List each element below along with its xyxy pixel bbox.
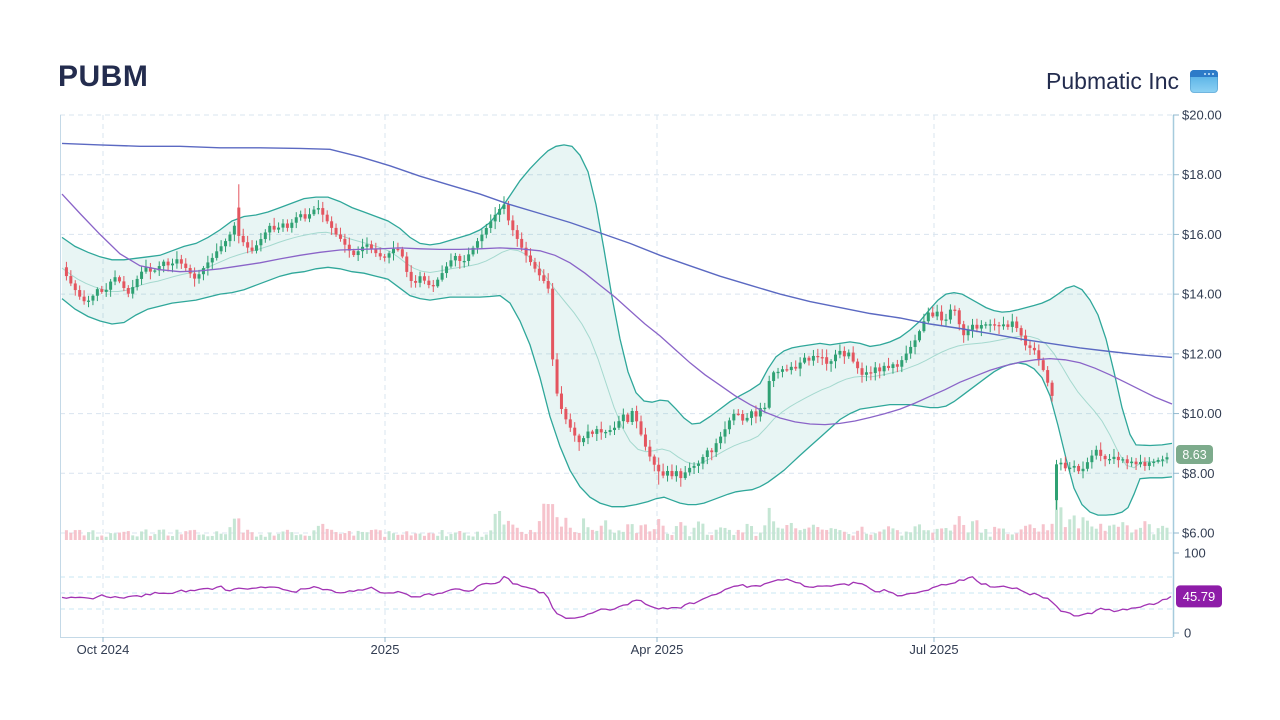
- rsi-value: 45.79: [1183, 589, 1216, 604]
- bollinger-band: [61, 144, 1173, 516]
- price-axis-label: $6.00: [1182, 525, 1215, 540]
- axes: [60, 114, 1179, 642]
- moving-averages: [61, 142, 1173, 426]
- rsi-line: [61, 575, 1172, 619]
- volume-bars: [64, 500, 1169, 540]
- candles: [64, 184, 1169, 510]
- price-axis-label: $16.00: [1182, 227, 1222, 242]
- price-axis-label: $20.00: [1182, 108, 1222, 123]
- last-price-badge: [1176, 444, 1213, 464]
- company-name: Pubmatic Inc: [1046, 68, 1179, 94]
- date-axis-label: 2025: [371, 642, 400, 657]
- sma200-line: [61, 142, 1173, 359]
- last-price-value: 8.63: [1182, 448, 1206, 462]
- price-axis-label: $8.00: [1182, 466, 1215, 481]
- rsi-panel: [61, 575, 1172, 619]
- date-axis-label: Jul 2025: [909, 642, 958, 657]
- price-axis-label: $14.00: [1182, 287, 1222, 302]
- price-axis-label: $12.00: [1182, 346, 1222, 361]
- rsi-axis-label: 100: [1184, 546, 1206, 561]
- rsi-value-badge: [1176, 585, 1222, 608]
- date-axis-label: Apr 2025: [631, 642, 684, 657]
- date-axis-label: Oct 2024: [77, 642, 130, 657]
- company-header: Pubmatic Inc: [1046, 68, 1218, 95]
- axis-labels: $20.00 $18.00 $16.00 $14.00 $12.00 $10.00 $8.0…: [77, 108, 1222, 658]
- price-axis-label: $10.00: [1182, 406, 1222, 421]
- sma50-line: [61, 193, 1173, 426]
- rsi-axis-label: 0: [1184, 626, 1191, 641]
- ticker-symbol: PUBM: [58, 60, 149, 93]
- window-icon: [1190, 70, 1218, 93]
- gridlines: [60, 114, 1173, 637]
- badges: 8.63 45.79: [1176, 444, 1222, 608]
- price-axis-label: $18.00: [1182, 167, 1222, 182]
